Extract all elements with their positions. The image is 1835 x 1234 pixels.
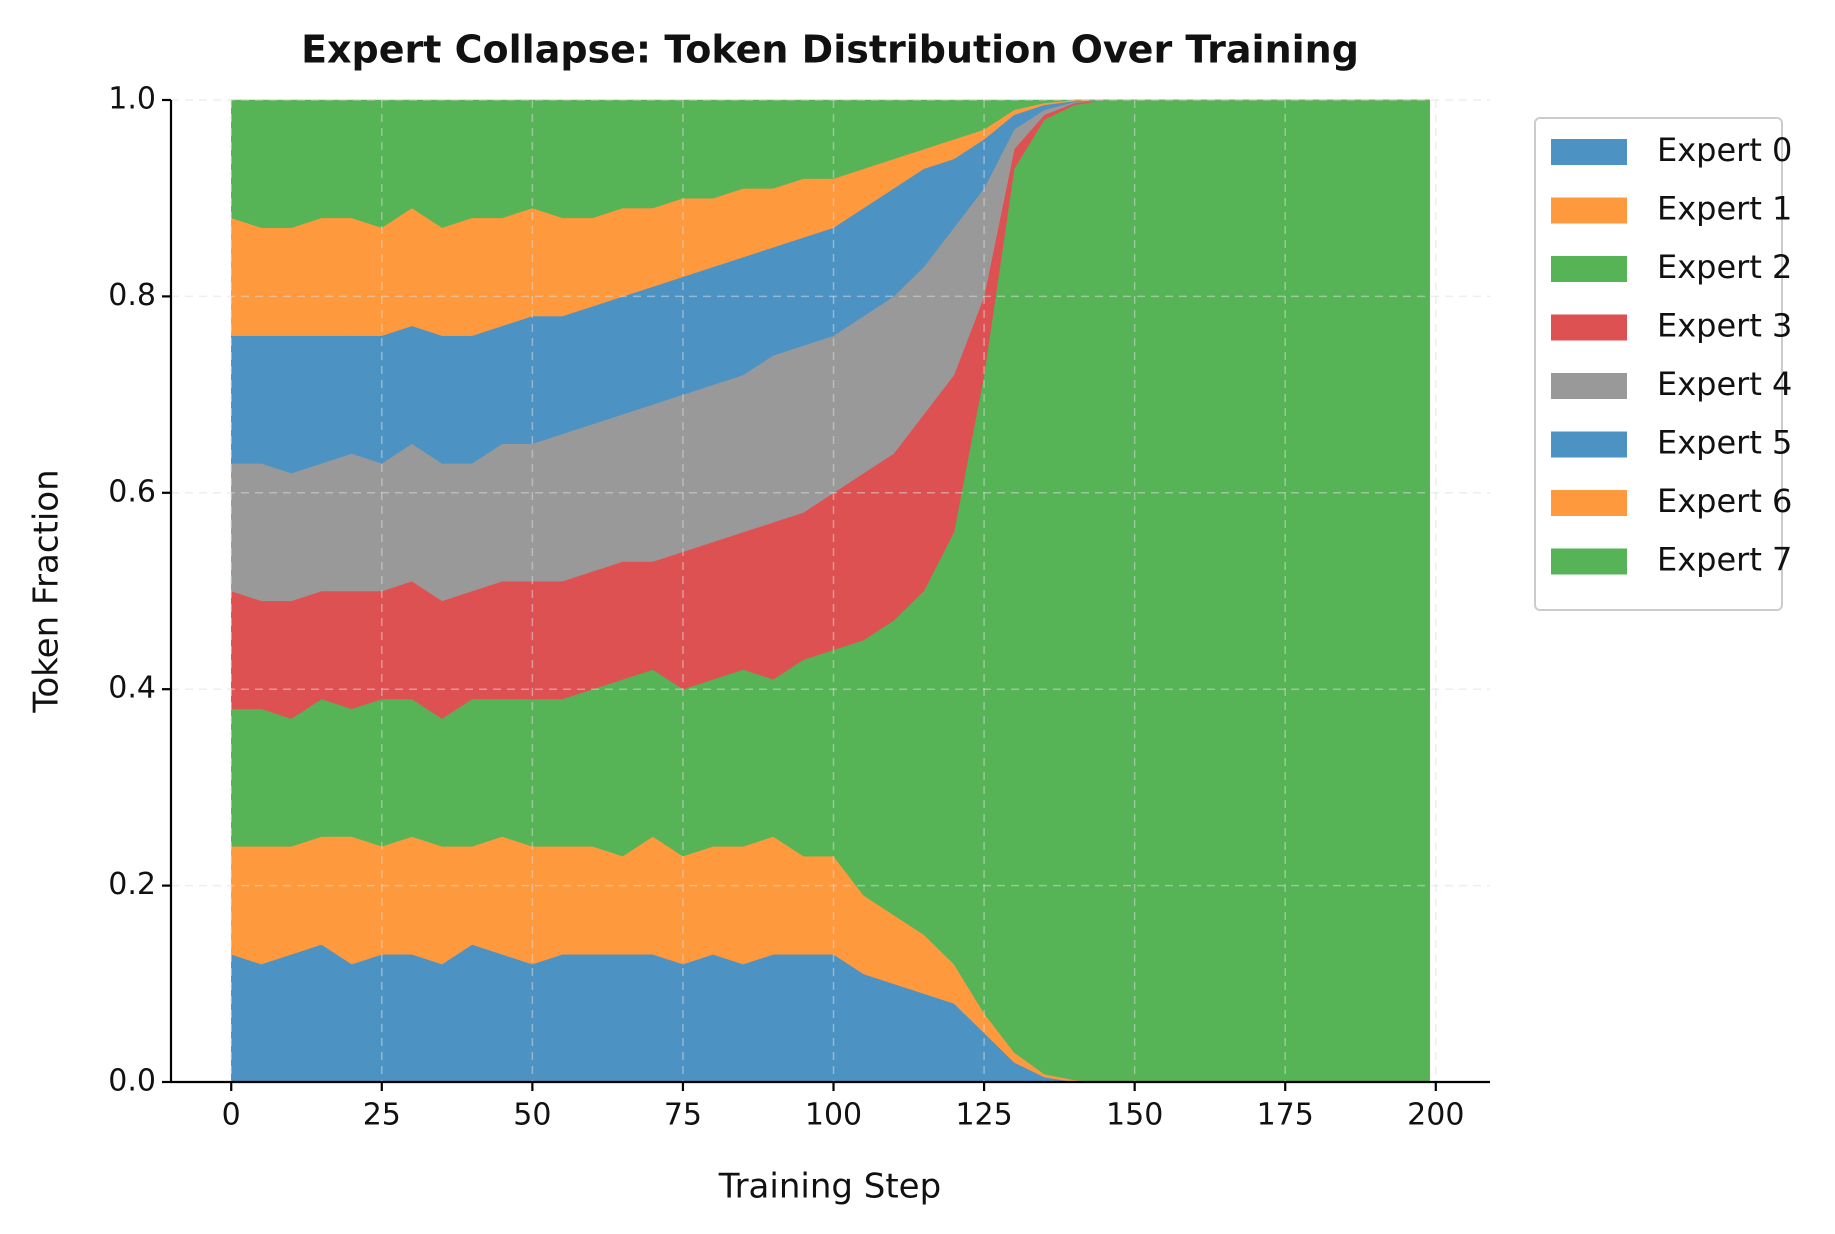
legend-swatch bbox=[1551, 197, 1627, 224]
legend-swatch bbox=[1551, 431, 1627, 458]
chart-title: Expert Collapse: Token Distribution Over… bbox=[301, 28, 1359, 72]
legend-label: Expert 0 bbox=[1657, 131, 1792, 169]
x-tick-label: 0 bbox=[222, 1098, 241, 1133]
y-tick-label: 0.8 bbox=[108, 278, 156, 313]
y-tick-label: 1.0 bbox=[108, 82, 156, 117]
legend-swatch bbox=[1551, 256, 1627, 282]
legend-swatch bbox=[1551, 139, 1627, 165]
legend: Expert 0 Expert 1 Expert 2 Expert 3 Expert 4… bbox=[1534, 117, 1792, 611]
legend-label: Expert 3 bbox=[1657, 307, 1792, 345]
x-tick-label: 125 bbox=[955, 1098, 1012, 1133]
legend-label: Expert 2 bbox=[1657, 248, 1792, 286]
y-tick-label: 0.2 bbox=[108, 867, 156, 902]
legend-swatch bbox=[1551, 373, 1627, 399]
x-tick-label: 150 bbox=[1106, 1098, 1163, 1133]
y-axis-label: Token Fraction bbox=[27, 469, 67, 713]
y-tick-label: 0.6 bbox=[108, 474, 156, 509]
x-axis-label: Training Step bbox=[718, 1167, 941, 1207]
x-tick-label: 75 bbox=[664, 1098, 702, 1133]
legend-swatch bbox=[1551, 314, 1627, 341]
x-tick-label: 175 bbox=[1257, 1098, 1314, 1133]
legend-label: Expert 1 bbox=[1657, 190, 1792, 228]
legend-swatch bbox=[1551, 490, 1627, 516]
legend-frame bbox=[1534, 117, 1783, 611]
y-tick-label: 0.0 bbox=[108, 1064, 156, 1099]
y-tick-label: 0.4 bbox=[108, 671, 156, 706]
x-tick-label: 50 bbox=[513, 1098, 551, 1133]
legend-swatch bbox=[1551, 548, 1627, 575]
x-tick-label: 25 bbox=[363, 1098, 401, 1133]
legend-label: Expert 5 bbox=[1657, 424, 1792, 462]
legend-label: Expert 7 bbox=[1657, 541, 1792, 579]
legend-label: Expert 6 bbox=[1657, 482, 1792, 520]
legend-label: Expert 4 bbox=[1657, 365, 1792, 403]
x-tick-label: 200 bbox=[1407, 1098, 1464, 1133]
x-tick-label: 100 bbox=[805, 1098, 862, 1133]
